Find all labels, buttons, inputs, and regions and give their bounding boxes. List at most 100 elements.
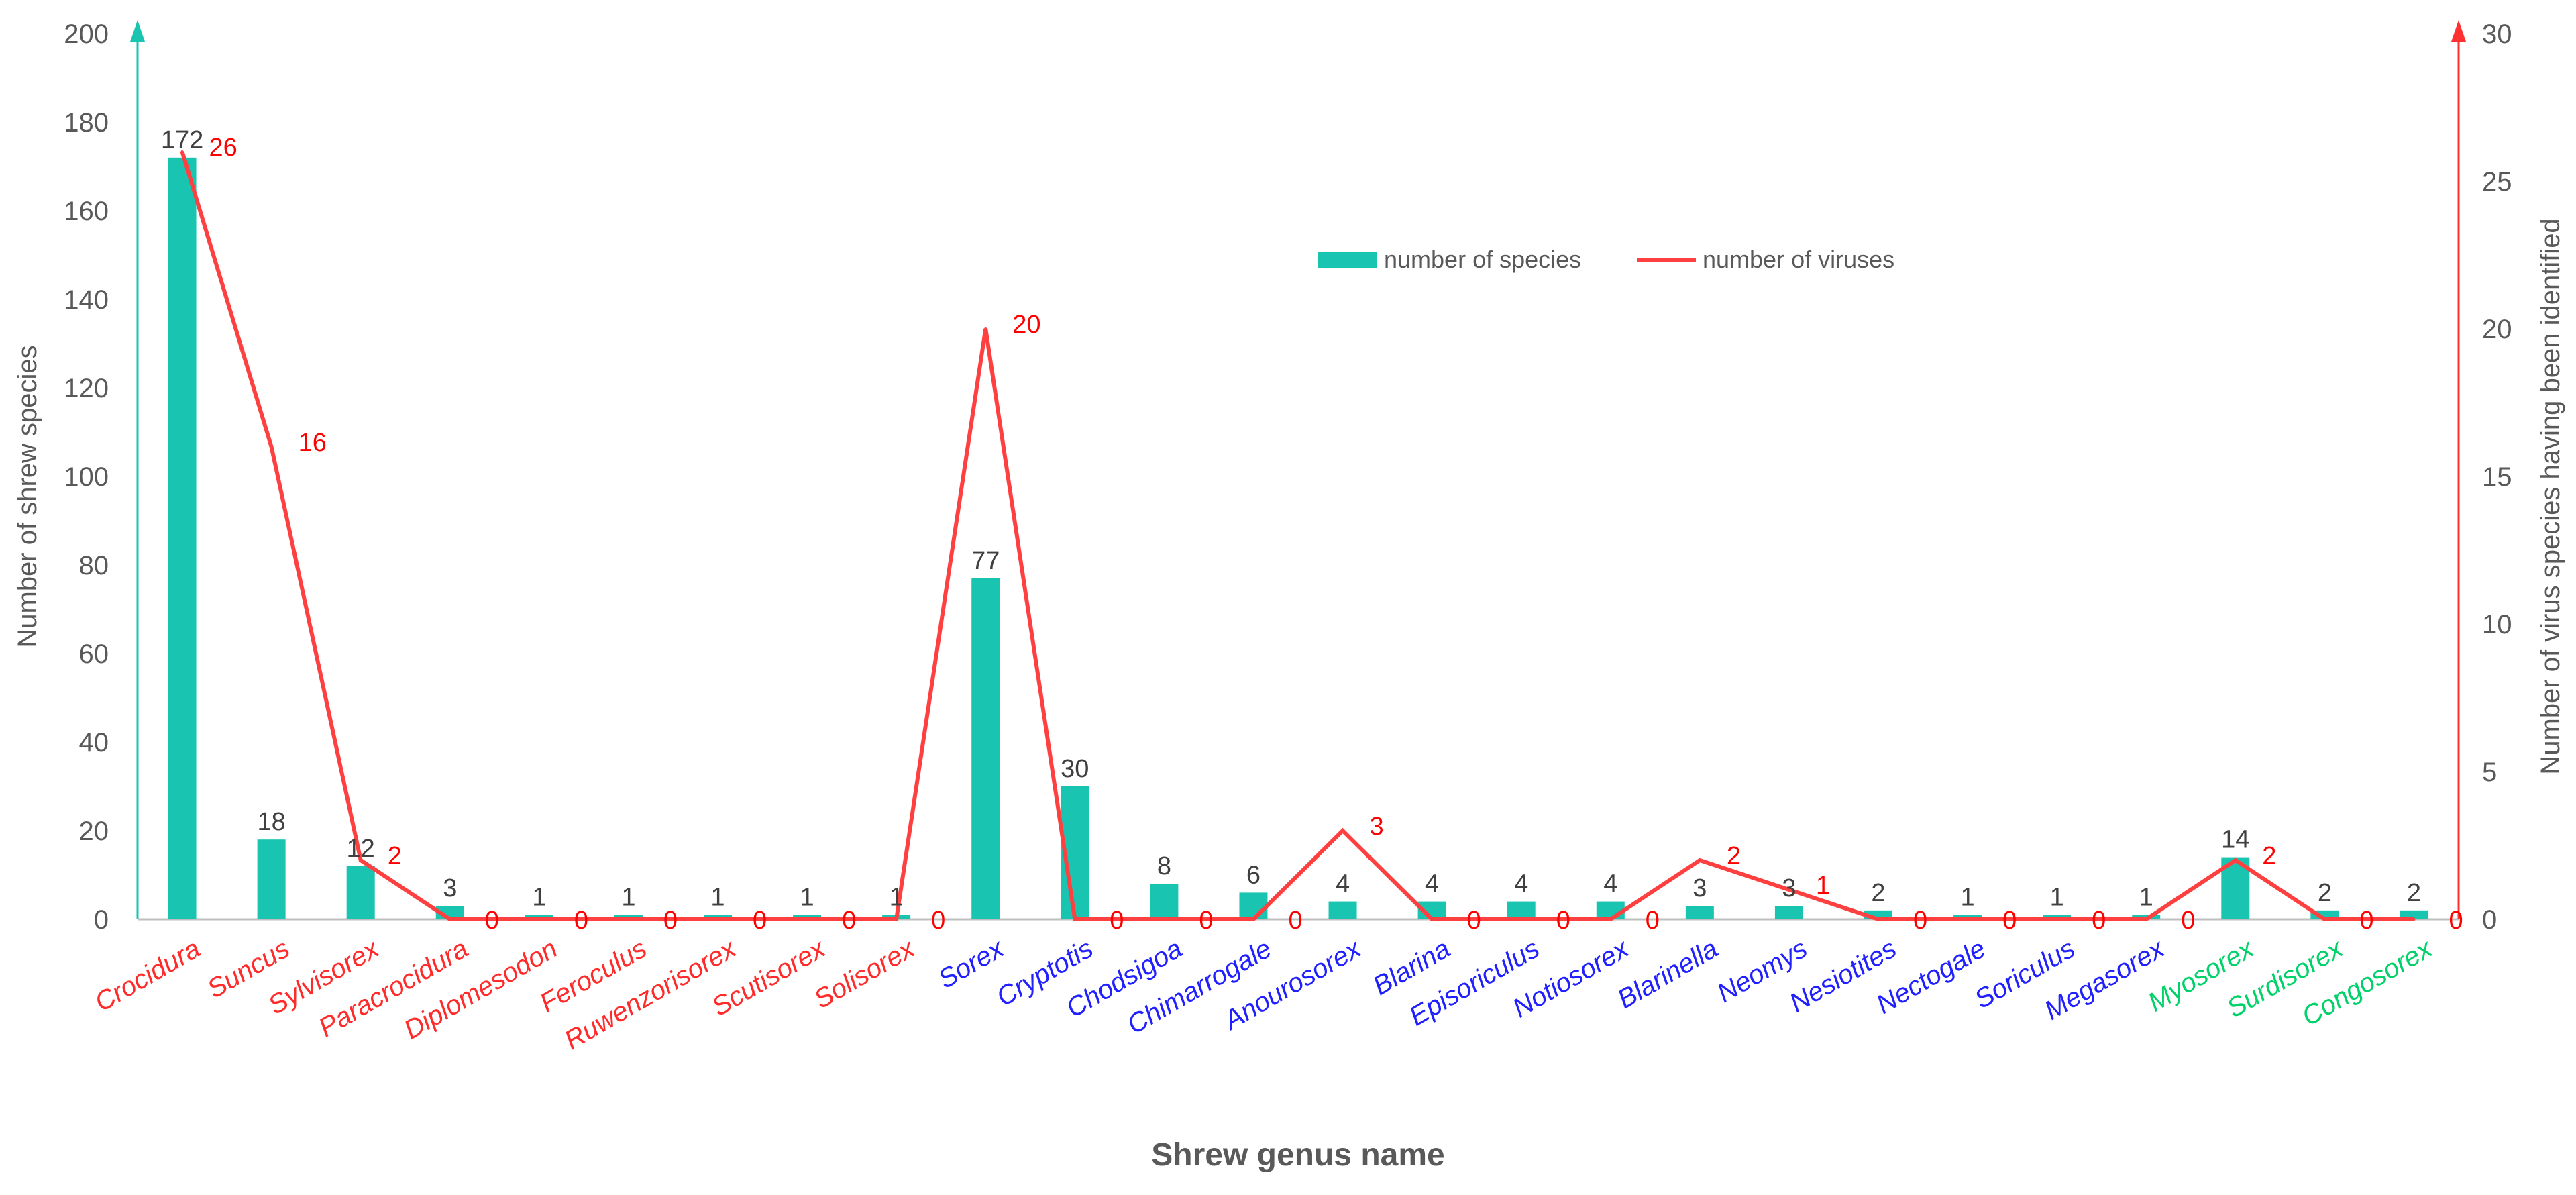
line-point bbox=[270, 446, 273, 448]
bar bbox=[1239, 892, 1268, 919]
bar bbox=[2400, 910, 2428, 919]
y-tick-label: 40 bbox=[79, 728, 109, 758]
line-value-label: 0 bbox=[931, 906, 945, 935]
line-value-label: 0 bbox=[2092, 906, 2106, 935]
line-point bbox=[1163, 918, 1166, 921]
line-value-label: 1 bbox=[1816, 872, 1830, 900]
line-value-label: 0 bbox=[1110, 906, 1124, 935]
y2-tick-label: 25 bbox=[2482, 167, 2512, 197]
bar-value-label: 14 bbox=[2221, 826, 2249, 854]
legend-swatch-species bbox=[1318, 252, 1377, 268]
line-value-label: 0 bbox=[1556, 906, 1570, 935]
line-point bbox=[1341, 829, 1344, 832]
line-point bbox=[2234, 859, 2237, 862]
bar-value-label: 1 bbox=[2050, 883, 2064, 911]
y-tick-label: 100 bbox=[64, 462, 109, 492]
bar-value-label: 3 bbox=[443, 874, 457, 902]
line-point bbox=[359, 859, 362, 862]
line-value-label: 0 bbox=[2181, 906, 2195, 935]
bar-value-label: 2 bbox=[2407, 879, 2421, 907]
bar-value-label: 4 bbox=[1336, 870, 1350, 898]
line-point bbox=[1073, 918, 1077, 921]
bar bbox=[2043, 915, 2072, 919]
bar-value-label: 172 bbox=[161, 126, 203, 154]
y2-tick-label: 10 bbox=[2482, 610, 2512, 639]
bar-value-label: 3 bbox=[1693, 874, 1707, 902]
line-point bbox=[537, 918, 541, 921]
bar bbox=[971, 578, 1000, 919]
line-value-label: 2 bbox=[1727, 842, 1741, 870]
bar bbox=[1953, 915, 1982, 919]
line-value-label: 0 bbox=[1288, 906, 1302, 935]
line-value-label: 0 bbox=[663, 906, 678, 935]
legend-label-viruses: number of viruses bbox=[1703, 246, 1894, 273]
bar-value-label: 1 bbox=[2139, 883, 2153, 911]
line-value-label: 0 bbox=[1646, 906, 1660, 935]
bar-value-label: 1 bbox=[890, 883, 904, 911]
line-point bbox=[1877, 918, 1880, 921]
line-point bbox=[1787, 888, 1790, 891]
bar-value-label: 1 bbox=[621, 883, 635, 911]
line-series bbox=[180, 150, 2416, 921]
line-point bbox=[1519, 918, 1523, 921]
y-tick-label: 60 bbox=[79, 639, 109, 669]
bar-series bbox=[168, 157, 2428, 919]
line-value-label: 0 bbox=[2449, 906, 2463, 935]
y-tick-label: 20 bbox=[79, 817, 109, 846]
bar-value-label: 4 bbox=[1425, 870, 1439, 898]
line-point bbox=[1609, 918, 1612, 921]
bar bbox=[1507, 901, 1536, 919]
line-point bbox=[806, 918, 809, 921]
line-point bbox=[1430, 918, 1434, 921]
bar-value-label: 1 bbox=[532, 883, 546, 911]
y-tick-label: 140 bbox=[64, 285, 109, 315]
bar bbox=[1328, 901, 1357, 919]
line-value-label: 0 bbox=[485, 906, 499, 935]
y2-axis-title: Number of virus species having been iden… bbox=[2536, 218, 2565, 774]
line-point bbox=[2055, 918, 2059, 921]
line-point bbox=[2145, 918, 2148, 921]
bar bbox=[1150, 884, 1179, 919]
line-value-label: 16 bbox=[299, 429, 327, 457]
line-value-label: 2 bbox=[2262, 842, 2276, 870]
bar-value-label: 1 bbox=[1961, 883, 1975, 911]
line-value-label: 2 bbox=[388, 842, 402, 870]
line-value-label: 3 bbox=[1370, 813, 1384, 841]
line-point bbox=[180, 150, 184, 153]
y-tick-label: 200 bbox=[64, 19, 109, 49]
line-value-label: 0 bbox=[2002, 906, 2017, 935]
line-point bbox=[1698, 859, 1701, 862]
right-axis: 0 5 10 15 20 25 30 bbox=[2451, 19, 2512, 935]
line-value-label: 20 bbox=[1012, 311, 1040, 339]
bar bbox=[1596, 901, 1625, 919]
line-value-label: 0 bbox=[753, 906, 767, 935]
bar bbox=[704, 915, 732, 919]
line-point bbox=[2323, 918, 2326, 921]
left-axis-arrow bbox=[130, 20, 145, 42]
y2-tick-label: 30 bbox=[2482, 19, 2512, 49]
line-point bbox=[1966, 918, 1970, 921]
bar-value-label: 8 bbox=[1157, 852, 1171, 880]
bar bbox=[168, 157, 197, 919]
line-point bbox=[984, 327, 987, 330]
bar-value-label: 77 bbox=[971, 547, 1000, 575]
line-point bbox=[895, 918, 898, 921]
bar-value-label: 30 bbox=[1061, 755, 1089, 783]
virus-line bbox=[180, 151, 2414, 921]
x-tick-label: Diplomesodon bbox=[399, 934, 562, 1045]
legend: number of species number of viruses bbox=[1318, 246, 1894, 273]
bar bbox=[525, 915, 553, 919]
line-value-label: 0 bbox=[2359, 906, 2373, 935]
bar bbox=[614, 915, 643, 919]
line-value-label: 26 bbox=[209, 134, 237, 162]
y-tick-label: 120 bbox=[64, 374, 109, 403]
bar-value-label: 3 bbox=[1782, 874, 1796, 902]
bar-value-label: 18 bbox=[257, 808, 285, 836]
bar-value-label: 2 bbox=[1871, 879, 1885, 907]
x-tick-label: Blarinella bbox=[1613, 934, 1723, 1015]
x-tick-labels: CrociduraSuncusSylvisorexParacrociduraDi… bbox=[90, 933, 2438, 1055]
bar bbox=[346, 866, 375, 919]
